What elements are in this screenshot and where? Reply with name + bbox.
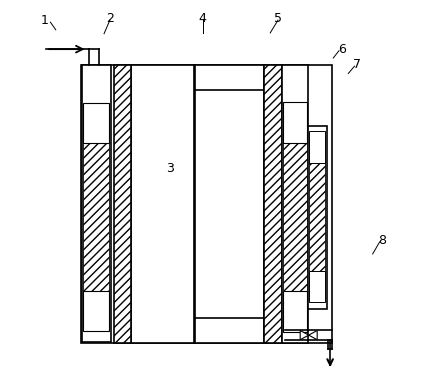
Polygon shape: [300, 330, 309, 340]
Bar: [264, 65, 282, 343]
Text: 2: 2: [106, 12, 114, 25]
Text: 1: 1: [40, 14, 48, 27]
Bar: [83, 103, 110, 143]
Bar: [283, 102, 307, 143]
Bar: [195, 90, 264, 318]
Text: 5: 5: [274, 12, 282, 25]
Bar: [131, 65, 264, 343]
Polygon shape: [309, 330, 317, 340]
Text: 8: 8: [378, 234, 386, 247]
Text: 3: 3: [166, 162, 174, 176]
Bar: [308, 126, 326, 309]
Bar: [283, 291, 307, 332]
Bar: [283, 143, 307, 291]
Bar: [282, 65, 308, 343]
Text: 4: 4: [199, 12, 206, 25]
Bar: [82, 65, 110, 342]
Bar: [309, 271, 326, 302]
Bar: [81, 65, 332, 343]
Text: 6: 6: [338, 43, 346, 56]
Text: 7: 7: [353, 58, 361, 71]
Bar: [309, 131, 326, 163]
Bar: [309, 163, 326, 271]
Bar: [83, 291, 110, 331]
Bar: [83, 143, 110, 291]
Bar: [114, 65, 131, 343]
Bar: [194, 65, 195, 343]
